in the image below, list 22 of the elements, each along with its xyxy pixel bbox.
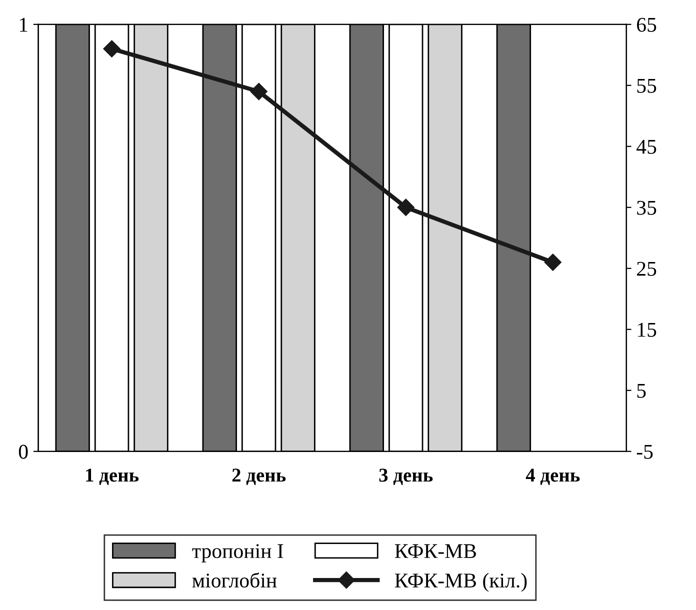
point — [544, 254, 562, 271]
y2-tick-label: 25 — [637, 262, 656, 276]
point — [397, 198, 414, 216]
y2-tick-label: 35 — [637, 200, 656, 215]
x-tick-label: 3 день — [379, 468, 433, 485]
y-tick-label: 0 — [18, 444, 28, 459]
legend-label: КФК-МВ — [394, 544, 476, 558]
y2-tick-label: 55 — [637, 78, 656, 93]
y2-tick-label: 5 — [637, 384, 646, 398]
x-tick-label: 2 день — [232, 468, 286, 485]
legend-label: тропонін I — [192, 544, 284, 562]
y2-tick-label: 15 — [638, 322, 656, 337]
point — [103, 40, 120, 58]
legend-label: КФК-МВ (кіл.) — [394, 572, 527, 592]
y2-tick-label: -5 — [636, 444, 653, 459]
x-tick-label: 1 день — [86, 468, 139, 485]
point — [250, 82, 268, 100]
x-tick-label: 4 день — [526, 468, 580, 485]
y2-tick-label: 65 — [637, 18, 656, 32]
legend-label: міоглобін — [192, 572, 277, 588]
y2-tick-label: 45 — [636, 140, 656, 154]
y-tick-label: 1 — [20, 18, 28, 32]
